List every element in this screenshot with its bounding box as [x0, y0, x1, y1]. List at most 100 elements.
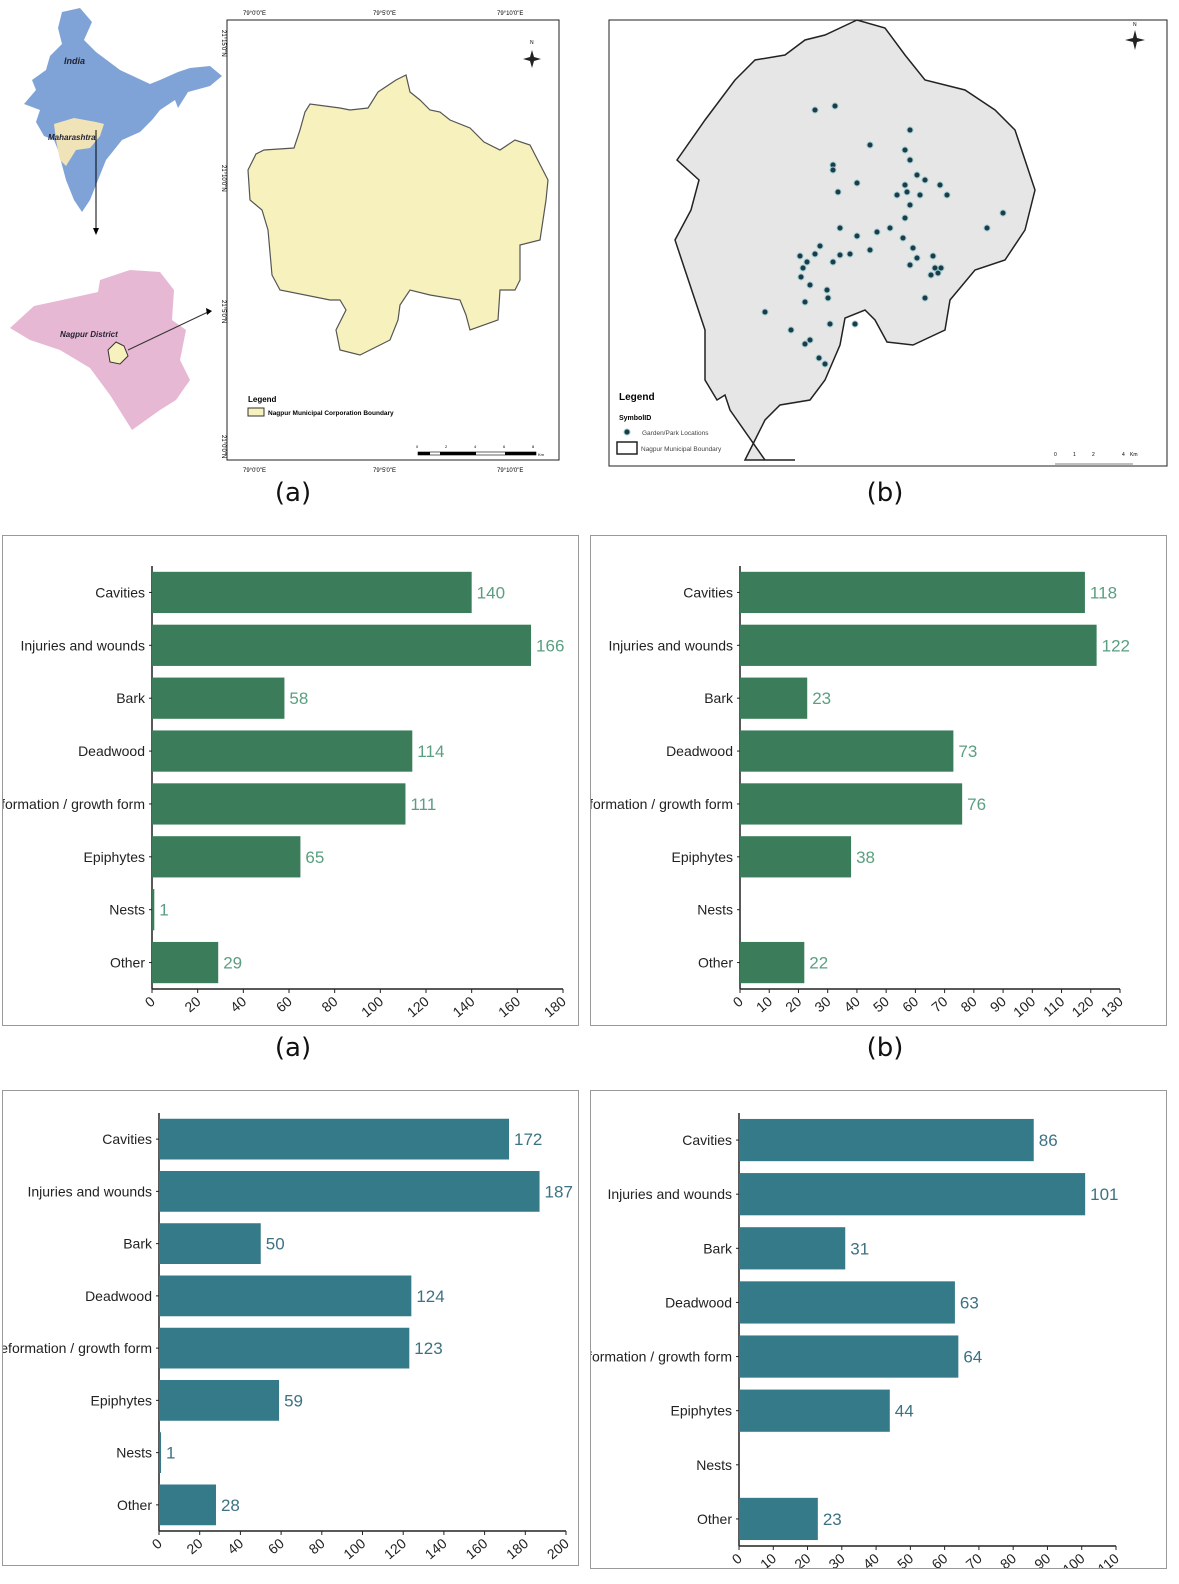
lon-tick: 79°0'0"E [243, 11, 266, 17]
x-tick-label: 20 [183, 1535, 205, 1557]
arrow-head-icon [206, 308, 212, 315]
garden-point [796, 252, 804, 260]
data-label: 29 [223, 954, 242, 973]
svg-text:Km: Km [538, 452, 545, 457]
category-label: Nests [697, 902, 733, 918]
category-label: Cavities [683, 584, 733, 600]
category-label: Nests [109, 902, 145, 918]
bar [159, 1484, 216, 1526]
map-b-caption: (b) [866, 478, 904, 508]
x-tick-label: 100 [340, 1535, 368, 1562]
category-label: Other [110, 955, 145, 971]
legend-swatch [247, 407, 265, 417]
lon-tick: 79°5'0"E [373, 468, 396, 474]
garden-point [943, 191, 951, 199]
x-tick-label: 80 [958, 993, 980, 1015]
data-label: 59 [284, 1391, 303, 1410]
x-tick-label: 40 [224, 1535, 246, 1557]
bar [740, 624, 1097, 666]
x-tick-label: 140 [422, 1535, 450, 1562]
x-tick-label: 50 [894, 1550, 916, 1568]
lat-tick: 21°15'0"N [220, 30, 226, 57]
garden-point [893, 191, 901, 199]
x-tick-label: 120 [1069, 993, 1097, 1020]
svg-text:0: 0 [1054, 452, 1057, 458]
svg-text:1: 1 [1073, 452, 1076, 458]
svg-text:N: N [1133, 22, 1137, 28]
maharashtra-region [54, 118, 104, 166]
category-label: Injuries and wounds [20, 637, 145, 653]
x-tick-label: 30 [811, 993, 833, 1015]
bar [740, 677, 808, 719]
x-tick-label: 160 [462, 1535, 490, 1562]
x-tick-label: 120 [404, 993, 432, 1020]
garden-point [823, 286, 831, 294]
data-label: 111 [410, 795, 436, 814]
data-label: 23 [812, 689, 831, 708]
category-label: Injuries and wounds [27, 1183, 152, 1199]
bar [159, 1118, 510, 1160]
x-tick-label: 100 [358, 993, 386, 1020]
garden-point [906, 201, 914, 209]
garden-point [999, 209, 1007, 217]
lon-tick: 79°10'0"E [497, 468, 523, 474]
bar [739, 1335, 959, 1378]
svg-text:N: N [530, 40, 534, 46]
chart-caption-b: (b) [866, 1033, 904, 1063]
category-label: Deformation / growth form [591, 796, 733, 812]
garden-point [886, 224, 894, 232]
bar-chart-3: Cavities 172 Injuries and wounds 187 Bark 50 D… [0, 1113, 573, 1562]
garden-point [901, 181, 909, 189]
x-tick-label: 10 [753, 993, 775, 1015]
x-tick-label: 0 [729, 1550, 745, 1567]
data-label: 86 [1039, 1131, 1058, 1150]
india-label: India [64, 56, 85, 66]
category-label: Deadwood [85, 1288, 152, 1304]
garden-point [831, 102, 839, 110]
x-tick-label: 60 [928, 1550, 950, 1568]
bar [152, 941, 219, 984]
category-label: Other [698, 955, 733, 971]
x-tick-label: 40 [860, 1550, 882, 1568]
garden-point [909, 244, 917, 252]
garden-points [761, 102, 1007, 368]
x-tick-label: 30 [826, 1550, 848, 1568]
chart-panel-3: Cavities 172 Injuries and wounds 187 Bark 50 D… [0, 1090, 579, 1566]
bar [740, 836, 852, 878]
data-label: 123 [414, 1339, 442, 1358]
data-label: 122 [1102, 636, 1130, 655]
category-label: Cavities [102, 1131, 152, 1147]
category-label: Epiphytes [84, 849, 145, 865]
garden-point [806, 281, 814, 289]
category-label: Other [117, 1497, 152, 1513]
lat-tick: 21°5'0"N [220, 300, 226, 323]
category-label: Injuries and wounds [608, 637, 733, 653]
data-label: 1 [159, 901, 168, 920]
category-label: Other [697, 1511, 732, 1527]
bar [740, 783, 963, 825]
garden-point [916, 191, 924, 199]
x-tick-label: 110 [1040, 993, 1068, 1020]
category-label: Nests [116, 1445, 152, 1461]
x-tick-label: 90 [1031, 1550, 1053, 1568]
svg-text:4: 4 [474, 444, 477, 449]
boundary-legend-icon [616, 441, 638, 455]
bar [152, 836, 301, 878]
map-a-caption: (a) [274, 478, 312, 508]
data-label: 73 [958, 742, 977, 761]
garden-point [797, 273, 805, 281]
x-tick-label: 0 [149, 1535, 165, 1552]
bar [159, 1275, 412, 1317]
chart-panel-2: Cavities 118 Injuries and wounds 122 Bark 23 D… [571, 535, 1167, 1026]
x-tick-label: 50 [870, 993, 892, 1015]
data-label: 172 [514, 1130, 542, 1149]
lat-tick: 21°0'0"N [220, 435, 226, 458]
data-label: 22 [809, 954, 828, 973]
arrow-head-icon [93, 228, 99, 235]
data-label: 64 [963, 1348, 982, 1367]
category-label: Epiphytes [672, 849, 733, 865]
bar [152, 730, 413, 772]
category-label: Deformation / growth form [3, 796, 145, 812]
category-label: Deadwood [78, 743, 145, 759]
